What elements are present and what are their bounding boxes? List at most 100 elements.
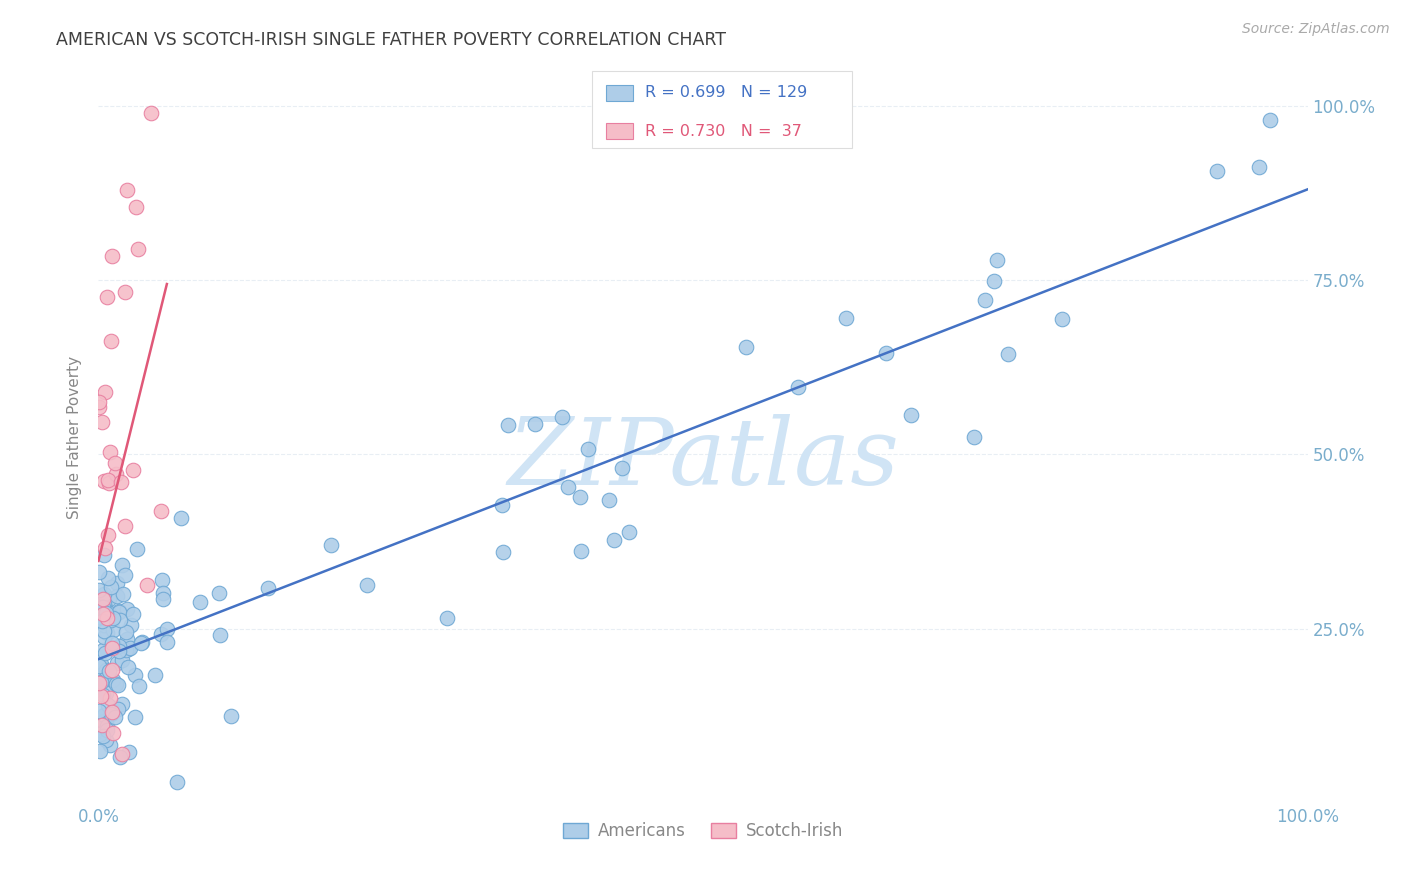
Point [114,568,136,582]
Point [90,717,112,731]
Point [101,705,124,719]
Point [900,408,922,422]
Point [90,689,112,703]
Point [139,106,162,120]
Point [115,183,138,197]
Point [129,636,152,650]
Point [90,657,112,672]
Point [152,592,174,607]
Point [104,456,127,470]
Point [91,607,114,622]
Point [135,578,157,592]
Point [150,627,173,641]
Point [152,573,174,587]
Point [100,663,122,677]
Point [875,346,897,360]
Point [1247,160,1270,174]
Point [101,641,124,656]
Point [103,673,125,687]
Point [93,630,115,644]
Point [107,678,129,692]
Point [93,643,115,657]
Point [974,293,997,307]
Point [104,677,127,691]
Point [110,475,132,489]
Point [356,578,378,592]
Point [112,587,135,601]
Point [120,618,142,632]
Point [94,646,117,660]
Point [115,602,138,616]
Point [149,504,172,518]
Point [100,334,122,349]
Point [96,611,118,625]
Point [1050,311,1073,326]
Point [617,524,640,539]
Point [100,707,122,722]
Point [835,310,858,325]
Point [124,668,146,682]
Point [111,652,134,666]
Point [111,558,134,572]
Point [787,379,810,393]
Point [117,660,139,674]
Point [118,745,141,759]
Point [576,442,599,456]
Point [87,704,110,718]
Point [319,538,342,552]
Point [170,511,193,525]
Point [96,667,118,681]
Point [90,416,112,430]
Point [105,576,128,591]
Point [104,710,127,724]
Point [598,492,620,507]
Point [188,594,211,608]
FancyBboxPatch shape [606,85,633,101]
Point [97,571,120,585]
Point [89,593,111,607]
Point [166,775,188,789]
Point [569,490,592,504]
Point [108,604,131,618]
Text: ZIPatlas: ZIPatlas [508,414,898,504]
Point [156,622,179,636]
Point [986,252,1008,267]
Point [523,417,546,432]
Point [87,610,110,624]
Point [98,664,121,678]
Point [114,285,136,299]
Text: AMERICAN VS SCOTCH-IRISH SINGLE FATHER POVERTY CORRELATION CHART: AMERICAN VS SCOTCH-IRISH SINGLE FATHER P… [56,31,727,49]
FancyBboxPatch shape [592,71,852,148]
Point [108,605,131,619]
Point [108,639,131,653]
Point [101,636,124,650]
Text: Source: ZipAtlas.com: Source: ZipAtlas.com [1241,22,1389,37]
Point [496,418,519,433]
Point [1258,113,1281,128]
Point [152,586,174,600]
Point [602,533,624,548]
Point [118,640,141,655]
Point [108,613,131,627]
Point [550,409,572,424]
Point [963,430,986,444]
Point [100,444,122,458]
Point [257,581,280,595]
Point [156,634,179,648]
Point [436,610,458,624]
Y-axis label: Single Father Poverty: Single Father Poverty [67,356,83,518]
Point [117,641,139,656]
Point [117,632,139,646]
Point [93,624,115,638]
Point [107,644,129,658]
Point [98,592,121,607]
Point [97,476,120,491]
Point [127,242,149,256]
Point [115,625,138,640]
Point [93,708,115,723]
Point [91,673,114,688]
Point [90,675,112,690]
Point [491,499,513,513]
Point [108,750,131,764]
Point [94,607,117,621]
